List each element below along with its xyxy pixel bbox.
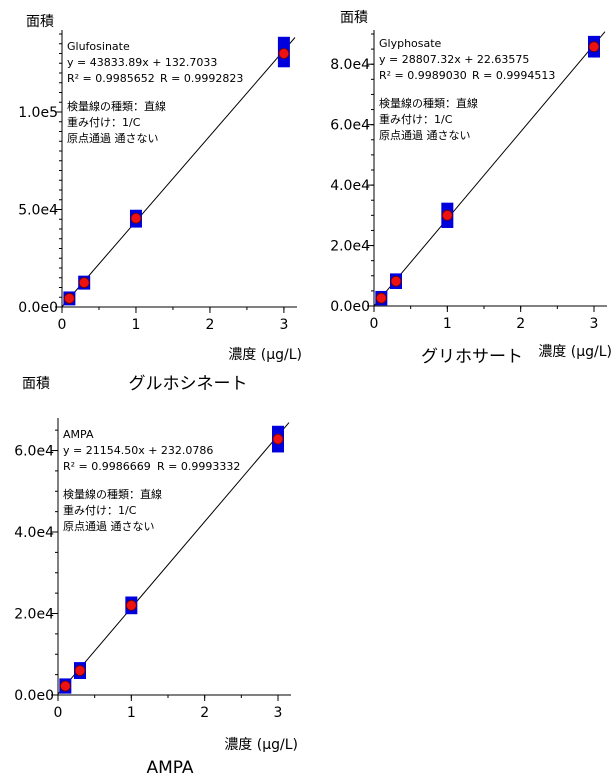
chart-1-compound: Glufosinate — [67, 40, 130, 53]
chart-3-equation: y = 21154.50x + 232.0786 — [63, 444, 213, 457]
chart-3-data-point — [125, 599, 137, 611]
chart-2-weighting: 重み付け：1/C — [379, 112, 453, 126]
chart-3-x-tick-label: 0 — [54, 705, 63, 721]
chart-2-plot: 0.0e0 2.0e4 4.0e4 6.0e4 8.0e4 0 1 2 3 — [330, 30, 607, 332]
chart-glufosinate: 面積 グルホシネート 濃度 (µg/L) Glufosinate y = 438… — [18, 14, 302, 394]
chart-1-ylabel: 面積 — [26, 14, 54, 30]
chart-1-curve-type: 検量線の種類：直線 — [67, 99, 166, 113]
chart-3-compound: AMPA — [63, 428, 94, 441]
chart-1-data-point — [278, 48, 290, 59]
chart-2-data-point — [441, 209, 453, 221]
chart-3-y-tick-label: 4.0e4 — [14, 525, 54, 541]
chart-3-caption: AMPA — [146, 758, 193, 778]
chart-3-x-tick-label: 3 — [274, 705, 283, 721]
chart-2-ylabel: 面積 — [340, 10, 368, 26]
chart-1-x-tick-label: 1 — [132, 317, 141, 333]
chart-glyphosate: 面積 グリホサート 濃度 (µg/L) Glyphosate y = 28807… — [330, 10, 612, 367]
chart-3-xlabel: 濃度 (µg/L) — [224, 737, 298, 753]
chart-3-curve-type: 検量線の種類：直線 — [63, 487, 162, 501]
chart-2-data-point — [588, 41, 600, 53]
chart-1-fit-line — [61, 37, 296, 308]
chart-2-fit-line — [373, 31, 606, 307]
chart-3-data-point — [59, 680, 71, 692]
chart-1-y-tick-label: 5.0e4 — [18, 203, 58, 219]
chart-2-data-point — [375, 292, 387, 304]
chart-2-x-tick-label: 2 — [516, 316, 525, 332]
chart-1-y-tick-label: 0.0e0 — [18, 300, 58, 316]
chart-3-y-tick-label: 2.0e4 — [14, 607, 54, 623]
chart-3-x-tick-label: 2 — [200, 705, 209, 721]
chart-2-y-tick-label: 8.0e4 — [330, 57, 370, 73]
chart-3-origin: 原点通過 通さない — [63, 520, 155, 533]
chart-1-xlabel: 濃度 (µg/L) — [228, 347, 302, 363]
chart-3-y-tick-label: 6.0e4 — [14, 444, 54, 460]
chart-1-origin: 原点通過 通さない — [67, 132, 159, 145]
chart-2-y-tick-label: 0.0e0 — [330, 299, 370, 315]
chart-2-xlabel: 濃度 (µg/L) — [538, 344, 612, 360]
chart-3-data-point — [74, 665, 86, 676]
chart-2-r2: R² = 0.9989030 — [379, 69, 467, 82]
chart-1-x-tick-label: 3 — [279, 317, 288, 333]
chart-1-equation: y = 43833.89x + 132.7033 — [67, 56, 217, 69]
chart-1-y-tick-label: 1.0e5 — [18, 105, 58, 121]
chart-1-plot: 0.0e0 5.0e4 1.0e5 0 1 2 3 — [18, 30, 297, 333]
chart-1-weighting: 重み付け：1/C — [67, 115, 141, 129]
chart-1-data-point — [130, 212, 142, 224]
chart-2-y-tick-label: 4.0e4 — [330, 178, 370, 194]
chart-3-r2: R² = 0.9986669 — [63, 460, 151, 473]
chart-1-r2: R² = 0.9985652 — [67, 72, 155, 85]
chart-2-equation: y = 28807.32x + 22.63575 — [379, 53, 529, 66]
chart-2-origin: 原点通過 通さない — [379, 129, 471, 142]
chart-1-data-point — [63, 293, 75, 304]
chart-3-plot: 0.0e0 2.0e4 4.0e4 6.0e4 0 1 2 3 — [14, 418, 291, 721]
chart-1-r: R = 0.9992823 — [160, 72, 243, 85]
chart-2-x-tick-label: 1 — [443, 316, 452, 332]
chart-3-data-point — [272, 433, 284, 445]
chart-2-r: R = 0.9994513 — [472, 69, 555, 82]
chart-2-data-point — [390, 275, 402, 287]
chart-1-data-point — [78, 277, 90, 289]
chart-3-fit-line — [57, 422, 290, 695]
chart-1-x-tick-label: 0 — [58, 317, 67, 333]
chart-ampa: 面積 AMPA 濃度 (µg/L) AMPA y = 21154.50x + 2… — [14, 376, 298, 778]
chart-1-x-tick-label: 2 — [205, 317, 214, 333]
chart-2-y-tick-label: 6.0e4 — [330, 118, 370, 134]
chart-2-caption: グリホサート — [421, 347, 523, 367]
chart-3-weighting: 重み付け：1/C — [63, 503, 137, 517]
chart-2-x-tick-label: 3 — [590, 316, 599, 332]
chart-2-curve-type: 検量線の種類：直線 — [379, 96, 478, 110]
chart-2-y-tick-label: 2.0e4 — [330, 239, 370, 255]
chart-3-r: R = 0.9993332 — [157, 460, 240, 473]
chart-3-ylabel: 面積 — [22, 376, 50, 392]
chart-2-x-tick-label: 0 — [370, 316, 379, 332]
chart-1-caption: グルホシネート — [129, 374, 248, 394]
chart-3-y-tick-label: 0.0e0 — [14, 688, 54, 704]
chart-3-x-tick-label: 1 — [127, 705, 136, 721]
chart-2-compound: Glyphosate — [379, 37, 442, 50]
